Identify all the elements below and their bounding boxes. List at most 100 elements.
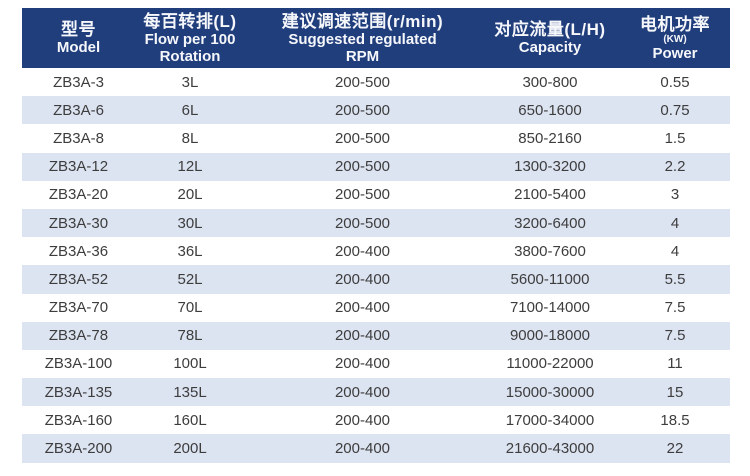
cell-model: ZB3A-52 [48,270,109,288]
header-cell-model-line: Model [56,39,101,56]
cell-power: 18.5 [660,411,690,429]
cell-suggested-rpm-range: 200-400 [334,242,391,260]
cell-power: 7.5 [664,327,686,345]
cell-model: ZB3A-30 [48,214,109,232]
cell-power: 0.75 [660,101,690,119]
header-cell-suggested-rpm-range-line: 建议调速范围(r/min) [281,11,444,31]
cell-flow-per-100-rotation: 8L [181,129,199,147]
cell-flow-per-100-rotation: 52L [177,270,203,288]
cell-model: ZB3A-78 [48,327,109,345]
header-cell-power-line: (KW) [663,33,687,45]
header-cell-flow-per-100-rotation-line: 每百转排(L) [143,11,237,31]
header-cell-flow-per-100-rotation-line: Rotation [159,47,221,65]
cell-model: ZB3A-160 [44,411,113,429]
cell-flow-per-100-rotation: 200L [173,440,207,458]
table-row: ZB3A-12 12L 200-500 1300-3200 2.2 [22,152,730,181]
cell-model: ZB3A-20 [48,186,109,204]
cell-capacity: 15000-30000 [505,383,595,401]
header-cell-power-line: 电机功率 [640,14,710,34]
header-cell-capacity-line: Capacity [518,39,582,56]
header-cell-power: 电机功率 (KW) Power [620,8,730,68]
cell-model: ZB3A-3 [53,73,104,91]
cell-suggested-rpm-range: 200-400 [334,355,391,373]
cell-capacity: 300-800 [522,73,578,91]
cell-suggested-rpm-range: 200-500 [334,73,391,91]
cell-capacity: 9000-18000 [509,327,591,345]
table-row: ZB3A-20 20L 200-500 2100-5400 3 [22,180,730,209]
cell-suggested-rpm-range: 200-500 [334,186,391,204]
header-cell-model: 型号 Model [22,8,135,68]
cell-power: 22 [666,440,684,458]
table-row: ZB3A-135 135L 200-400 15000-30000 15 [22,378,730,407]
cell-flow-per-100-rotation: 20L [177,186,203,204]
cell-model: ZB3A-8 [53,129,104,147]
cell-power: 5.5 [664,270,686,288]
cell-flow-per-100-rotation: 30L [177,214,203,232]
header-cell-suggested-rpm-range: 建议调速范围(r/min) Suggested regulated RPM [245,8,480,68]
header-cell-flow-per-100-rotation-line: Flow per 100 [144,30,236,48]
cell-model: ZB3A-100 [44,355,113,373]
cell-suggested-rpm-range: 200-500 [334,158,391,176]
table-body: ZB3A-3 3L 200-500 300-800 0.55 ZB3A-6 6L 200-50… [22,68,730,463]
cell-flow-per-100-rotation: 12L [177,158,203,176]
cell-power: 4 [670,214,680,232]
cell-model: ZB3A-200 [44,440,113,458]
cell-flow-per-100-rotation: 6L [181,101,199,119]
cell-model: ZB3A-135 [44,383,113,401]
cell-flow-per-100-rotation: 100L [173,355,207,373]
cell-model: ZB3A-36 [48,242,109,260]
header-cell-power-line: Power [652,44,698,62]
cell-capacity: 17000-34000 [505,411,595,429]
cell-suggested-rpm-range: 200-500 [334,129,391,147]
header-cell-model-line: 型号 [61,20,96,39]
cell-power: 1.5 [664,129,686,147]
cell-capacity: 21600-43000 [505,440,595,458]
cell-flow-per-100-rotation: 78L [177,327,203,345]
cell-suggested-rpm-range: 200-400 [334,327,391,345]
cell-power: 15 [666,383,684,401]
table-row: ZB3A-70 70L 200-400 7100-14000 7.5 [22,293,730,322]
cell-flow-per-100-rotation: 36L [177,242,203,260]
table-row: ZB3A-78 78L 200-400 9000-18000 7.5 [22,321,730,350]
table-row: ZB3A-36 36L 200-400 3800-7600 4 [22,237,730,266]
cell-suggested-rpm-range: 200-400 [334,383,391,401]
cell-capacity: 5600-11000 [510,270,590,288]
cell-capacity: 850-2160 [518,129,582,147]
table-row: ZB3A-8 8L 200-500 850-2160 1.5 [22,124,730,153]
header-cell-suggested-rpm-range-line: Suggested regulated [288,30,437,48]
cell-power: 4 [670,242,680,260]
cell-capacity: 650-1600 [518,101,582,119]
cell-suggested-rpm-range: 200-500 [334,101,391,119]
cell-capacity: 7100-14000 [509,299,591,317]
cell-capacity: 2100-5400 [514,186,586,204]
pump-spec-table: 型号 Model 每百转排(L) Flow per 100 Rotation 建议调速范围… [22,8,730,463]
cell-model: ZB3A-6 [53,101,104,119]
cell-power: 3 [670,186,680,204]
cell-model: ZB3A-12 [48,158,109,176]
cell-capacity: 1300-3200 [514,158,586,176]
header-cell-capacity: 对应流量(L/H) Capacity [480,8,620,68]
table-row: ZB3A-3 3L 200-500 300-800 0.55 [22,68,730,97]
table-header-row: 型号 Model 每百转排(L) Flow per 100 Rotation 建议调速范围… [22,8,730,68]
cell-power: 7.5 [664,299,686,317]
cell-capacity: 3800-7600 [514,242,586,260]
cell-flow-per-100-rotation: 135L [173,383,207,401]
table-row: ZB3A-100 100L 200-400 11000-22000 11 [22,349,730,379]
table-row: ZB3A-52 52L 200-400 5600-11000 5.5 [22,265,730,294]
cell-suggested-rpm-range: 200-400 [334,299,391,317]
cell-suggested-rpm-range: 200-400 [334,270,391,288]
cell-flow-per-100-rotation: 70L [177,299,203,317]
table-row: ZB3A-30 30L 200-500 3200-6400 4 [22,208,730,238]
cell-capacity: 11000-22000 [506,355,594,373]
cell-model: ZB3A-70 [48,299,109,317]
cell-power: 2.2 [664,158,686,176]
header-cell-capacity-line: 对应流量(L/H) [494,20,606,39]
header-cell-suggested-rpm-range-line: RPM [345,47,380,65]
table-row: ZB3A-200 200L 200-400 21600-43000 22 [22,434,730,463]
cell-power: 11 [667,355,683,373]
cell-suggested-rpm-range: 200-500 [334,214,391,232]
cell-power: 0.55 [660,73,690,91]
cell-suggested-rpm-range: 200-400 [334,440,391,458]
cell-flow-per-100-rotation: 3L [181,73,199,91]
cell-capacity: 3200-6400 [514,214,586,232]
